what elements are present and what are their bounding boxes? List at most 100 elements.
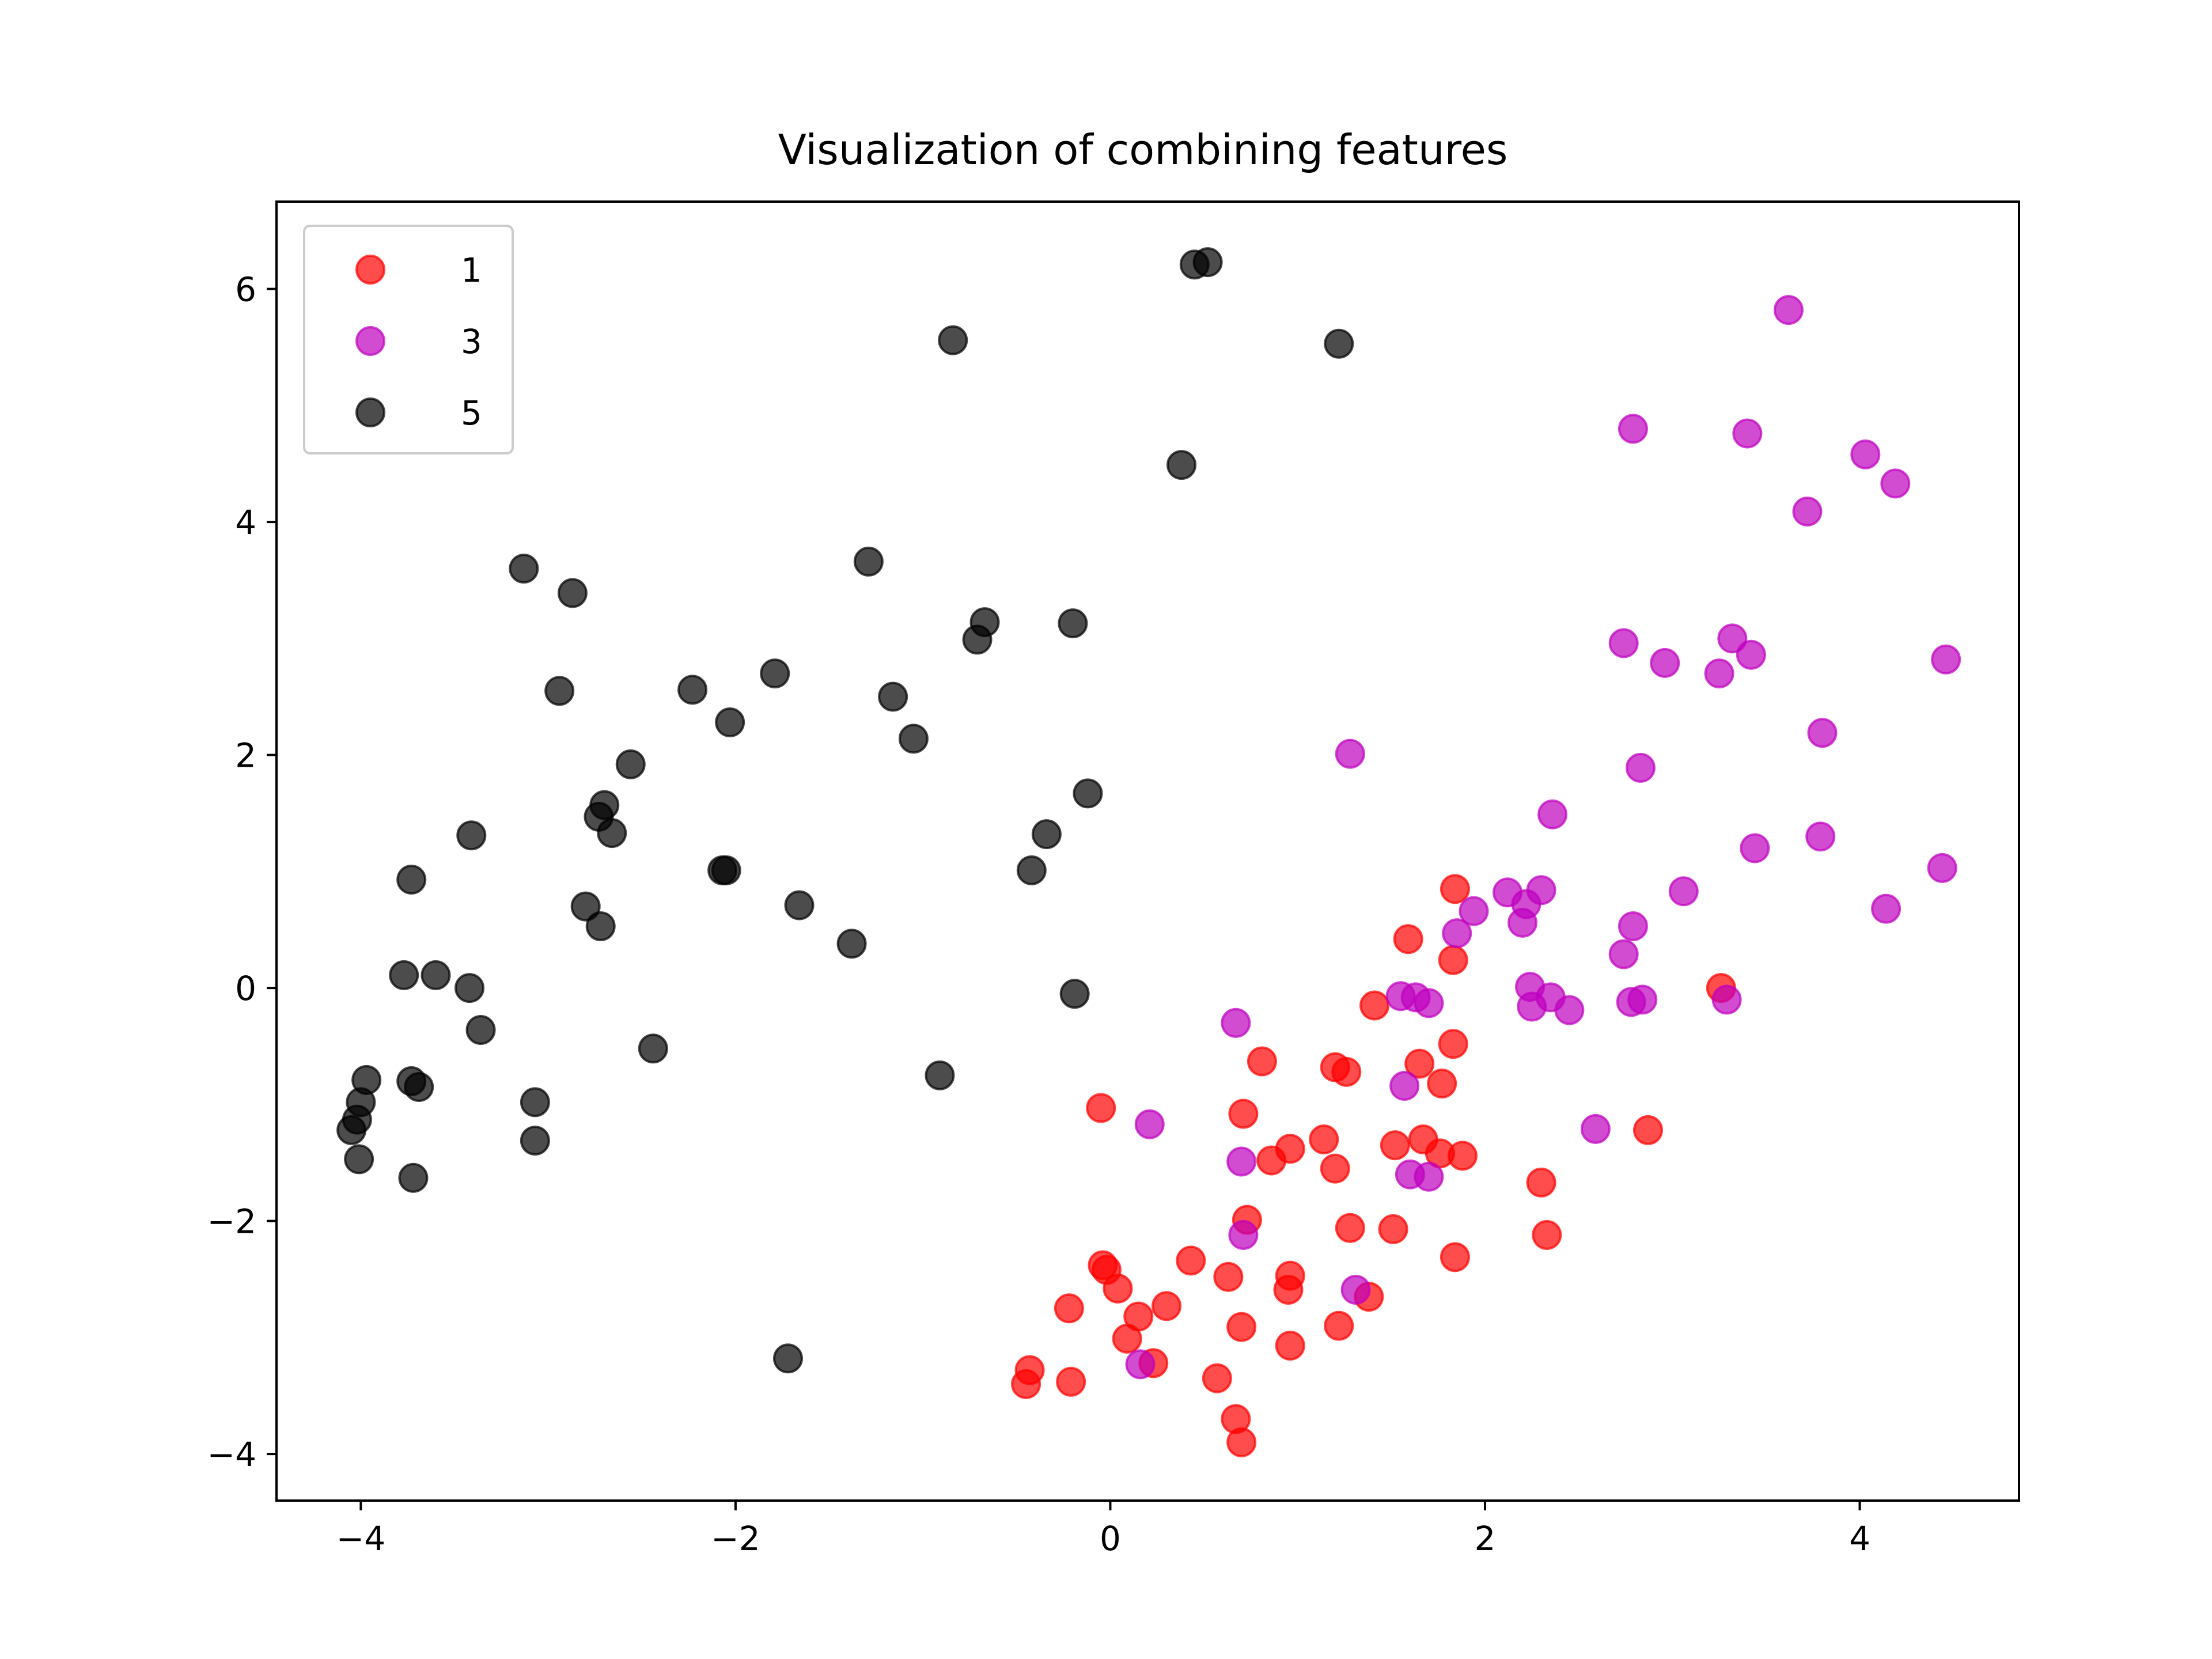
legend-label-1: 1 bbox=[461, 251, 482, 290]
x-axis: −4 −2 0 2 4 bbox=[336, 1501, 1870, 1558]
y-tick-label: −4 bbox=[207, 1435, 257, 1474]
series-1-point-26 bbox=[1532, 1219, 1562, 1250]
series-3-point-46 bbox=[1228, 1219, 1259, 1250]
series-1-point-0 bbox=[1440, 874, 1470, 904]
series-1-point-27 bbox=[1440, 1242, 1470, 1272]
series-5-point-4 bbox=[1166, 450, 1197, 480]
series-5-point-22 bbox=[456, 820, 487, 851]
series-5-point-14 bbox=[878, 681, 908, 712]
series-1-point-30 bbox=[1176, 1245, 1206, 1276]
series-3-point-39 bbox=[1221, 1007, 1251, 1038]
series-5-point-33 bbox=[421, 960, 451, 990]
points-layer bbox=[336, 247, 1961, 1457]
chart-title: Visualization of combining features bbox=[778, 126, 1508, 174]
series-1-point-49 bbox=[1226, 1427, 1257, 1457]
series-1-point-8 bbox=[1404, 1048, 1435, 1079]
series-1-point-2 bbox=[1438, 945, 1468, 975]
series-5-point-11 bbox=[544, 676, 575, 706]
series-5-point-26 bbox=[1016, 855, 1047, 885]
series-1-point-7 bbox=[1331, 1056, 1362, 1087]
series-5-point-25 bbox=[711, 855, 741, 885]
series-3-point-43 bbox=[1226, 1146, 1257, 1177]
y-tick-label: 6 bbox=[235, 270, 256, 309]
series-3-point-25 bbox=[1508, 907, 1538, 938]
series-3-point-3 bbox=[1850, 439, 1881, 469]
series-5-point-45 bbox=[336, 1115, 367, 1145]
series-5-point-37 bbox=[638, 1033, 668, 1064]
series-1-point-46 bbox=[1056, 1366, 1086, 1397]
series-1-point-42 bbox=[1275, 1331, 1305, 1361]
series-5-point-42 bbox=[520, 1087, 550, 1118]
series-3-point-18 bbox=[1927, 853, 1957, 883]
series-3-point-27 bbox=[1442, 918, 1472, 949]
series-1-point-25 bbox=[1378, 1214, 1408, 1244]
series-3-point-13 bbox=[1335, 738, 1365, 769]
series-5-point-49 bbox=[772, 1343, 803, 1374]
series-3-point-19 bbox=[1871, 893, 1902, 924]
series-3-point-4 bbox=[1880, 468, 1911, 499]
legend-frame bbox=[303, 225, 514, 454]
series-3-point-10 bbox=[1704, 658, 1734, 689]
series-3-point-7 bbox=[1717, 623, 1748, 654]
series-1-point-34 bbox=[1103, 1273, 1133, 1304]
series-3-point-0 bbox=[1773, 295, 1804, 325]
series-5-point-17 bbox=[615, 749, 646, 779]
series-3-point-20 bbox=[1668, 876, 1699, 907]
y-tick-label: −2 bbox=[207, 1202, 257, 1241]
series-5-point-46 bbox=[520, 1126, 550, 1156]
series-1-point-14 bbox=[1275, 1134, 1305, 1164]
series-3-point-17 bbox=[1740, 833, 1770, 863]
series-5-point-41 bbox=[404, 1072, 434, 1103]
series-1-point-39 bbox=[1324, 1310, 1354, 1341]
series-1-point-12 bbox=[1228, 1099, 1259, 1129]
series-3-point-14 bbox=[1625, 752, 1656, 783]
legend-label-5: 5 bbox=[461, 393, 482, 433]
series-1-point-22 bbox=[1526, 1167, 1556, 1198]
series-3-point-16 bbox=[1805, 821, 1836, 852]
series-5-point-3 bbox=[1324, 328, 1354, 359]
series-3-point-48 bbox=[1125, 1349, 1156, 1380]
series-3-point-15 bbox=[1537, 799, 1568, 830]
series-1-point-33 bbox=[1273, 1274, 1304, 1305]
series-1-point-35 bbox=[1054, 1293, 1084, 1324]
series-1-point-21 bbox=[1633, 1115, 1663, 1145]
series-1-point-11 bbox=[1086, 1093, 1116, 1123]
series-1-point-9 bbox=[1438, 1029, 1468, 1059]
series-3-point-12 bbox=[1807, 718, 1838, 748]
series-1-point-31 bbox=[1213, 1262, 1244, 1292]
series-3-point-35 bbox=[1627, 984, 1658, 1015]
series-3-point-8 bbox=[1736, 639, 1766, 670]
legend-label-3: 3 bbox=[461, 322, 482, 361]
series-1-point-47 bbox=[1202, 1363, 1232, 1393]
series-1-point-1 bbox=[1393, 924, 1423, 955]
series-3-point-33 bbox=[1414, 988, 1444, 1018]
series-5-point-6 bbox=[557, 578, 588, 608]
x-tick-label: 4 bbox=[1849, 1519, 1870, 1558]
series-5-point-28 bbox=[570, 891, 601, 922]
series-5-point-16 bbox=[898, 724, 929, 754]
x-tick-label: 2 bbox=[1475, 1519, 1496, 1558]
series-1-point-36 bbox=[1152, 1291, 1182, 1321]
series-5-point-38 bbox=[925, 1060, 955, 1090]
y-axis: −4 −2 0 2 4 6 bbox=[207, 270, 276, 1474]
series-5-point-27 bbox=[396, 865, 427, 895]
x-tick-label: 0 bbox=[1100, 1519, 1121, 1558]
series-3-point-26 bbox=[1618, 911, 1648, 941]
series-5-point-48 bbox=[398, 1162, 429, 1193]
y-tick-label: 0 bbox=[235, 969, 256, 1008]
series-5-point-30 bbox=[585, 911, 616, 941]
series-1-point-17 bbox=[1380, 1130, 1410, 1161]
series-3-point-5 bbox=[1792, 496, 1823, 527]
series-5-point-15 bbox=[715, 707, 745, 738]
series-1-point-20 bbox=[1447, 1141, 1478, 1171]
series-1-point-40 bbox=[1226, 1312, 1257, 1342]
series-5-point-12 bbox=[677, 675, 708, 705]
series-5-point-34 bbox=[454, 973, 485, 1003]
series-5-point-2 bbox=[938, 325, 968, 355]
series-3-point-45 bbox=[1414, 1161, 1444, 1192]
series-1-point-4 bbox=[1359, 990, 1390, 1021]
series-3-point-1 bbox=[1618, 414, 1648, 444]
series-1-point-24 bbox=[1335, 1213, 1365, 1243]
series-5-point-23 bbox=[1031, 819, 1062, 850]
series-3-point-38 bbox=[1554, 995, 1585, 1025]
